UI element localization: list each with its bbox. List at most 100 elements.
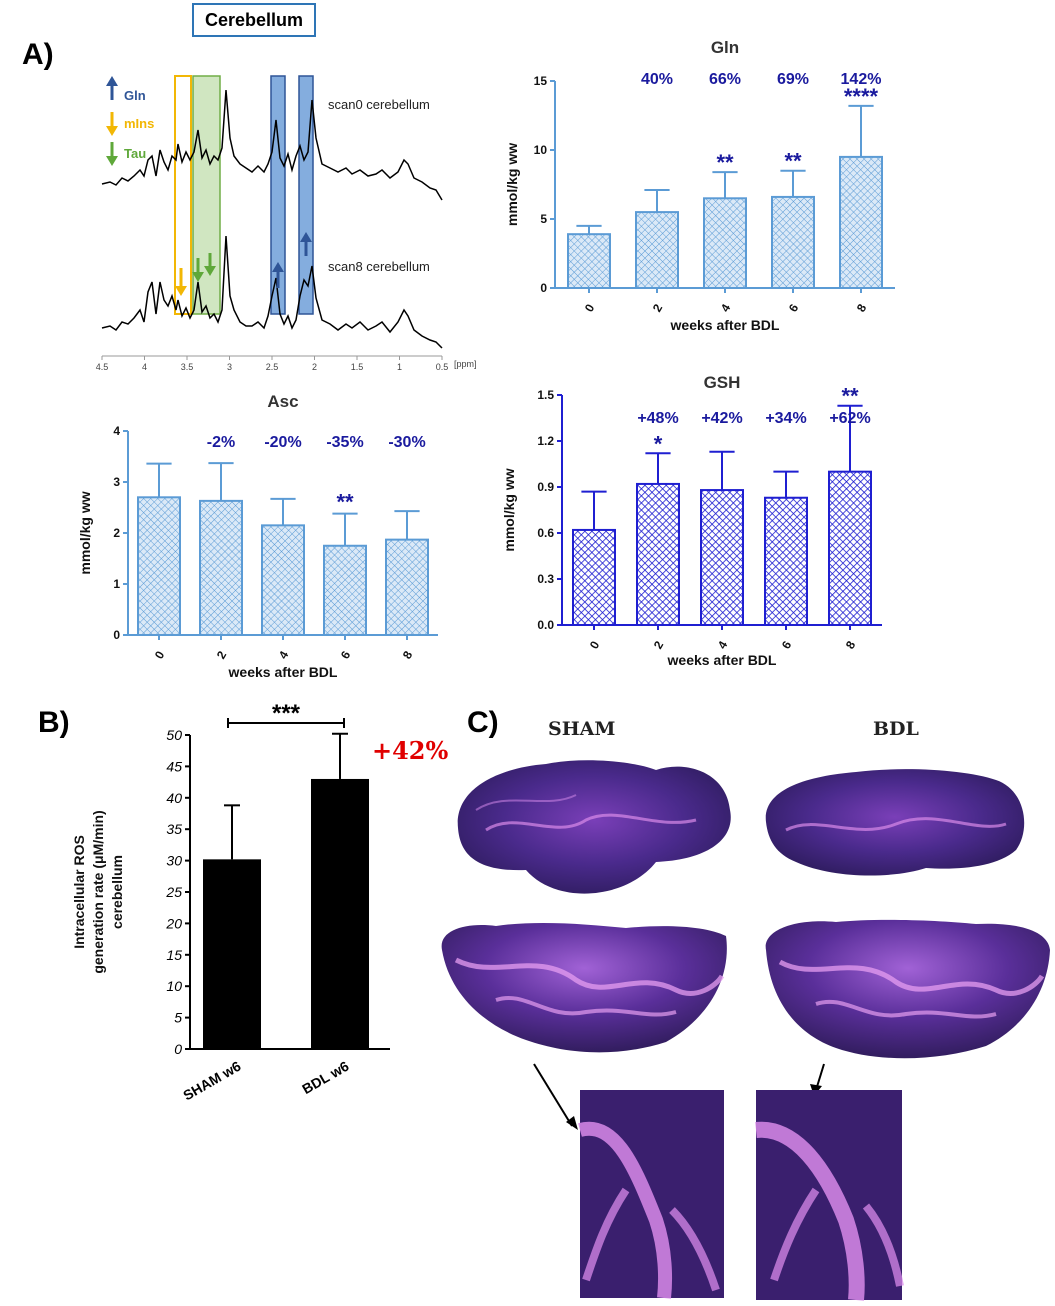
histology-images bbox=[441, 760, 1050, 1301]
tau-down-arrow-1 bbox=[192, 258, 204, 282]
bdl-zoom-image bbox=[755, 1090, 904, 1301]
y-tick-label: 50 bbox=[166, 727, 182, 743]
y-axis-label-line: Intracellular ROS bbox=[71, 835, 87, 949]
ppm-tick-label: 4.5 bbox=[96, 362, 109, 372]
bar bbox=[572, 528, 616, 626]
y-tick-label: 10 bbox=[166, 978, 182, 994]
y-axis-label: mmol/kg ww bbox=[77, 491, 93, 574]
bar bbox=[203, 859, 261, 1049]
mins-down-arrow bbox=[175, 268, 187, 296]
x-tick-label: 8 bbox=[843, 638, 859, 651]
ppm-tick-label: 1 bbox=[397, 362, 402, 372]
significance-marker: ** bbox=[336, 490, 354, 515]
sham-zoom-arrow bbox=[533, 1063, 578, 1130]
spectrum-trace-scan0 bbox=[101, 89, 443, 201]
chart-title: Gln bbox=[711, 38, 739, 57]
percent-label: +42% bbox=[701, 410, 742, 427]
y-tick-label: 15 bbox=[166, 947, 182, 963]
ppm-tick-label: 1.5 bbox=[351, 362, 364, 372]
y-tick-label: 40 bbox=[166, 790, 182, 806]
y-tick-label: 1.5 bbox=[537, 388, 554, 402]
ppm-tick-label: 3 bbox=[227, 362, 232, 372]
x-tick-label: 2 bbox=[214, 648, 230, 661]
ppm-tick-label: 0.5 bbox=[436, 362, 449, 372]
x-tick-label: 4 bbox=[718, 301, 734, 314]
y-axis-label: mmol/kg ww bbox=[504, 143, 520, 226]
percent-label: +62% bbox=[829, 410, 870, 427]
y-axis-label-line: cerebellum bbox=[109, 855, 125, 929]
percent-label: -20% bbox=[264, 434, 301, 451]
bdl-section-bottom-image bbox=[765, 919, 1050, 1059]
legend-gln-label: Gln bbox=[124, 88, 146, 103]
y-tick-label: 3 bbox=[113, 475, 120, 489]
bdl-section-top-image bbox=[765, 769, 1025, 876]
chart-title: Asc bbox=[267, 392, 298, 411]
y-tick-label: 0 bbox=[174, 1041, 182, 1057]
y-tick-label: 4 bbox=[113, 424, 120, 438]
bar bbox=[703, 197, 747, 289]
y-axis-label: Intracellular ROS generation rate (μM/min… bbox=[71, 810, 125, 973]
y-tick-label: 45 bbox=[166, 758, 182, 774]
ppm-axis-ticks: 4.5 4 3.5 3 2.5 2 1.5 1 0.5 bbox=[96, 356, 449, 372]
bar bbox=[199, 499, 243, 637]
spectrum-trace-scan8 bbox=[101, 235, 443, 349]
x-tick-label: 0 bbox=[587, 638, 603, 651]
ppm-tick-label: 4 bbox=[142, 362, 147, 372]
y-tick-label: 0 bbox=[113, 628, 120, 642]
x-tick-label: SHAM w6 bbox=[180, 1058, 243, 1104]
cerebellum-header-label: Cerebellum bbox=[204, 9, 304, 30]
bar bbox=[828, 470, 872, 626]
y-tick-label: 0 bbox=[540, 281, 547, 295]
y-tick-label: 2 bbox=[113, 526, 120, 540]
bar bbox=[311, 778, 369, 1049]
significance-marker: ** bbox=[716, 150, 734, 175]
panel-c-label: C) bbox=[467, 706, 499, 739]
spectra-panel: Gln mIns Tau scan0 cerebellum scan8 cere… bbox=[96, 75, 477, 372]
percent-label: +34% bbox=[765, 410, 806, 427]
percent-label: -35% bbox=[326, 434, 363, 451]
trace-top-label: scan0 cerebellum bbox=[328, 97, 430, 112]
y-tick-label: 25 bbox=[165, 884, 182, 900]
ppm-tick-label: 2 bbox=[312, 362, 317, 372]
significance-marker: **** bbox=[844, 84, 879, 109]
y-axis-label: mmol/kg ww bbox=[501, 468, 517, 551]
bar bbox=[261, 524, 305, 637]
x-tick-label: BDL w6 bbox=[299, 1058, 351, 1098]
bar bbox=[771, 195, 815, 289]
y-tick-label: 10 bbox=[534, 143, 548, 157]
significance-marker: *** bbox=[272, 700, 301, 727]
bar bbox=[385, 538, 429, 637]
percent-label: +48% bbox=[637, 410, 678, 427]
ppm-unit: [ppm] bbox=[454, 359, 477, 369]
percent-label: 40% bbox=[641, 71, 673, 88]
x-tick-label: 0 bbox=[152, 648, 168, 661]
x-axis-label: weeks after BDL bbox=[667, 652, 777, 668]
gln-up-arrow-1 bbox=[272, 262, 284, 288]
asc-bar-chart: Asc 0 1 2 3 4 mmol/kg ww weeks after BDL 0 2 -2% 4 -… bbox=[77, 392, 438, 680]
panel-a-label: A) bbox=[22, 38, 54, 71]
x-tick-label: 2 bbox=[650, 301, 666, 314]
bar bbox=[764, 496, 808, 627]
gln-bar-chart: Gln 0 5 10 15 mmol/kg ww weeks after BDL 0 2 40% 4… bbox=[504, 38, 895, 333]
percent-label: -2% bbox=[207, 434, 235, 451]
legend-tau-label: Tau bbox=[124, 146, 146, 161]
y-tick-label: 0.3 bbox=[537, 572, 554, 586]
sham-zoom-image bbox=[578, 1090, 724, 1299]
gln-up-arrow-2 bbox=[300, 232, 312, 256]
x-tick-label: 0 bbox=[582, 301, 598, 314]
tau-down-arrow-2 bbox=[204, 253, 216, 276]
x-tick-label: 6 bbox=[338, 648, 354, 661]
x-tick-label: 6 bbox=[786, 301, 802, 314]
bar bbox=[635, 211, 679, 290]
x-axis-label: weeks after BDL bbox=[670, 317, 780, 333]
y-tick-label: 15 bbox=[534, 74, 548, 88]
mins-highlight bbox=[174, 75, 192, 315]
bar bbox=[323, 544, 367, 636]
legend-mins: mIns bbox=[106, 112, 154, 136]
legend-gln: Gln bbox=[106, 76, 146, 103]
y-tick-label: 1 bbox=[113, 577, 120, 591]
x-tick-label: 6 bbox=[779, 638, 795, 651]
sham-label: SHAM bbox=[548, 718, 616, 740]
sham-section-top-image bbox=[457, 760, 731, 894]
ros-bar-chart: 0 5 10 15 20 25 30 35 40 45 50 Intracellular ROS gen… bbox=[71, 700, 449, 1104]
